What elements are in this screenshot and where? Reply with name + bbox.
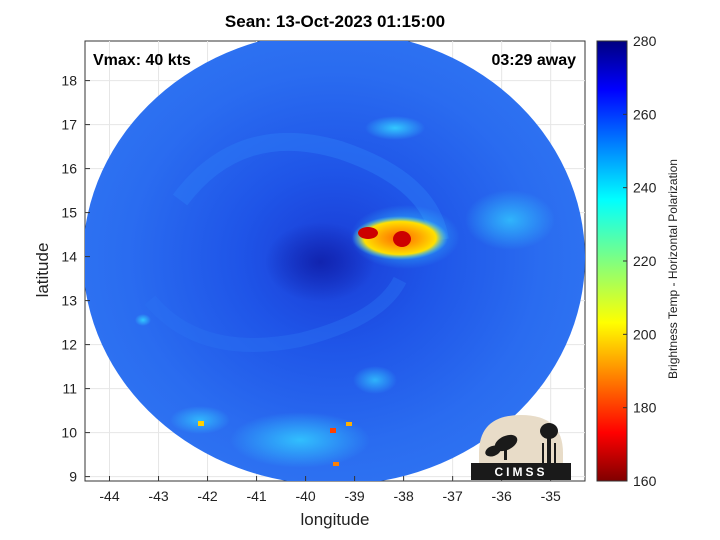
spiral-band <box>172 132 449 242</box>
cyan-patch <box>465 190 555 250</box>
y-tick-label: 9 <box>69 469 77 485</box>
x-axis-label: longitude <box>300 510 370 529</box>
y-tick-label: 15 <box>61 205 77 221</box>
y-tick-label: 10 <box>61 425 77 441</box>
y-tick-label: 13 <box>61 293 77 309</box>
spiral-band <box>144 276 407 352</box>
x-tick-label: -40 <box>295 488 315 504</box>
time-away-annotation: 03:29 away <box>491 52 576 69</box>
x-tick-label: -42 <box>197 488 217 504</box>
colorbar-tick-label: 280 <box>633 33 657 49</box>
colorbar-tick-label: 160 <box>633 473 657 489</box>
storm-center <box>265 222 375 302</box>
convective-cell <box>198 421 204 426</box>
y-tick-label: 12 <box>61 337 77 353</box>
x-tick-label: -37 <box>443 488 463 504</box>
colorbar-ticks: 280 260 240 220 200 180 160 <box>623 33 657 489</box>
cyan-patch <box>230 412 370 468</box>
colorbar-tick-label: 240 <box>633 180 657 196</box>
colorbar-label: Brightness Temp - Horizontal Polarizatio… <box>666 159 680 379</box>
x-tick-label: -36 <box>492 488 512 504</box>
convective-cell <box>330 428 336 433</box>
colorbar-tick-label: 200 <box>633 326 657 342</box>
colorbar-tick-label: 260 <box>633 106 657 122</box>
x-tick-label: -41 <box>246 488 266 504</box>
y-tick-label: 17 <box>61 117 77 133</box>
vmax-annotation: Vmax: 40 kts <box>93 52 191 69</box>
y-axis-ticks: 9 10 11 12 13 14 15 16 17 18 <box>61 73 90 485</box>
y-tick-label: 18 <box>61 73 77 89</box>
convective-cell <box>346 422 352 426</box>
colorbar-tick-label: 180 <box>633 400 657 416</box>
x-tick-label: -39 <box>344 488 364 504</box>
y-tick-label: 16 <box>61 161 77 177</box>
cyan-patch <box>353 366 397 394</box>
y-tick-label: 11 <box>62 381 77 397</box>
x-tick-label: -44 <box>99 488 119 504</box>
cimss-logo: CIMSS <box>471 415 571 480</box>
x-tick-label: -35 <box>541 488 561 504</box>
cyan-patch <box>365 116 425 140</box>
x-tick-label: -43 <box>148 488 168 504</box>
y-tick-label: 14 <box>61 249 77 265</box>
cyan-patch <box>170 406 230 434</box>
cyan-patch <box>135 314 151 326</box>
x-axis-ticks: -44 -43 -42 -41 -40 -39 -38 -37 -36 -35 <box>99 476 561 504</box>
logo-text: CIMSS <box>494 465 547 479</box>
y-axis-label: latitude <box>33 242 52 298</box>
x-tick-label: -38 <box>394 488 414 504</box>
chart-title: Sean: 13-Oct-2023 01:15:00 <box>224 12 446 31</box>
cold-core <box>358 227 378 239</box>
convective-cell <box>333 462 339 466</box>
colorbar-tick-label: 220 <box>633 253 657 269</box>
cold-core <box>393 231 411 247</box>
colorbar <box>596 40 628 482</box>
